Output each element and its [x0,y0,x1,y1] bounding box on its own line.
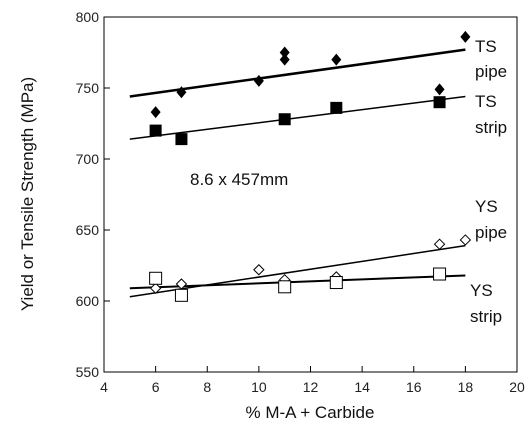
ys-pipe-point [149,282,162,294]
ys-pipe-point [433,238,446,250]
ts-strip-label-line2: strip [475,118,507,137]
x-tick-label: 4 [100,379,108,395]
ys-pipe-point [175,278,188,290]
y-tick-label: 700 [76,151,100,167]
ys-strip-point [433,267,447,281]
ts-pipe-point [253,74,264,87]
x-tick-label: 8 [203,379,211,395]
ts-strip-point [149,124,162,137]
ts-pipe-point [331,53,342,66]
ts-strip-point [330,101,343,114]
y-axis-title: Yield or Tensile Strength (MPa) [18,77,37,311]
ys-pipe-trend-line [129,244,466,298]
ts-pipe-label-line2: pipe [475,62,507,81]
x-tick-label: 20 [509,379,525,395]
ys-strip-label-line1: YS [470,281,493,300]
ys-pipe-point [459,234,472,246]
x-axis-title: % M-A + Carbide [246,403,375,422]
ys-pipe-point [253,264,265,276]
x-tick-label: 10 [251,379,267,395]
ts-pipe-point [460,30,471,43]
ts-strip-point [175,133,188,146]
ts-pipe-label-line1: TS [475,37,497,56]
ys-strip-label-line2: strip [470,307,502,326]
ts-pipe-point [279,46,290,59]
ys-strip-point [174,288,188,302]
ts-strip-point [278,113,291,126]
ts-pipe-point [176,86,187,99]
y-tick-label: 600 [76,293,100,309]
ts-pipe-point [279,53,290,66]
x-tick-label: 6 [152,379,160,395]
y-tick-label: 650 [76,222,100,238]
ys-strip-point [329,276,343,290]
x-tick-label: 16 [406,379,422,395]
ts-pipe-point [150,106,161,119]
y-tick-label: 800 [76,9,100,25]
ts-strip-label-line1: TS [475,92,497,111]
axis-ticks: 4 6 8 10 12 14 16 18 20 550 600 650 700 750 800 [76,9,525,395]
x-tick-label: 12 [303,379,319,395]
ts-strip-point [433,96,446,109]
ts-strip-trend-line [129,95,466,140]
y-tick-label: 750 [76,80,100,96]
specimen-annotation: 8.6 x 457mm [190,170,288,189]
ts-pipe-trend-line [129,48,466,98]
ys-strip-point [278,280,292,294]
trend-lines [129,48,466,298]
y-tick-label: 550 [76,364,100,380]
ys-pipe-label-line1: YS [475,197,498,216]
ts-pipe-point [434,83,445,96]
ys-strip-point [149,271,163,285]
x-tick-label: 18 [458,379,474,395]
data-markers [149,30,472,302]
ys-pipe-label-line2: pipe [475,223,507,242]
x-tick-label: 14 [354,379,370,395]
ys-strip-trend-line [129,274,466,290]
